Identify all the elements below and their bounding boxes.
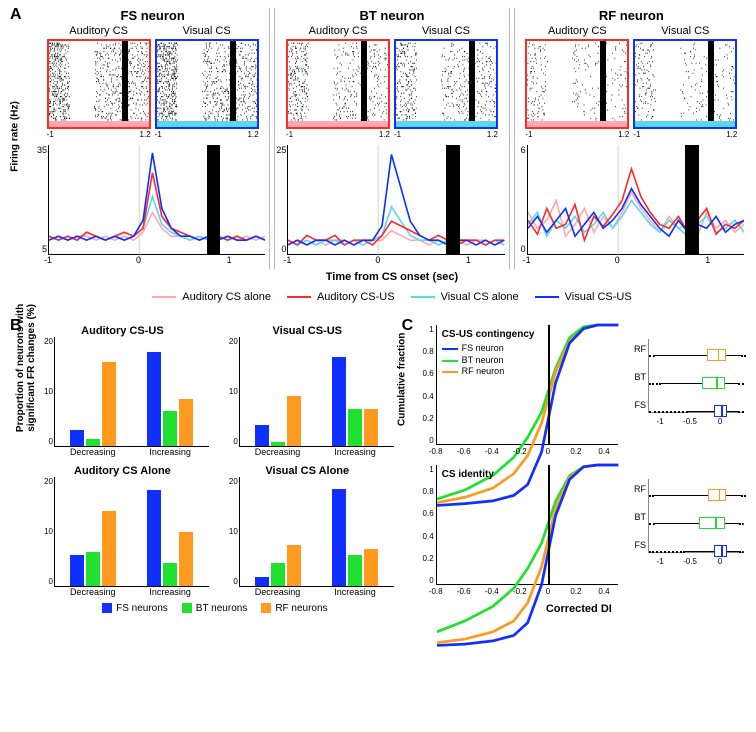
bar — [332, 357, 346, 446]
bar — [179, 532, 193, 587]
raster-plot: 1000Trials — [47, 39, 151, 129]
bar — [287, 396, 301, 446]
raster-plot — [525, 39, 629, 129]
cdf-plot: 10.80.60.40.20CS-US contingencyFS neuron… — [410, 325, 748, 461]
bar-chart: Auditory CS-US20100DecreasingIncreasing — [36, 325, 209, 457]
raster-caption: Visual CS — [155, 25, 259, 37]
bar — [255, 425, 269, 446]
bar — [70, 555, 84, 586]
bar — [348, 555, 362, 586]
raster-caption: Visual CS — [633, 25, 737, 37]
bar — [348, 409, 362, 446]
panel-a-label: A — [10, 6, 22, 24]
raster-plot — [155, 39, 259, 129]
panel-c-ylabel: Cumulative fraction — [396, 333, 407, 426]
psth-plot: 355Firing rate (Hz) — [48, 145, 265, 255]
boxplot-inset: RFBTFS-1-0.50 — [626, 475, 748, 571]
bar — [364, 549, 378, 586]
legend-item: Visual CS-US — [535, 291, 632, 303]
bar — [179, 399, 193, 446]
bar — [86, 552, 100, 586]
bar — [364, 409, 378, 446]
psth-plot: 250 — [287, 145, 504, 255]
panel-c: C Cumulative fraction 10.80.60.40.20CS-U… — [410, 321, 748, 615]
legend-item: BT neurons — [182, 603, 248, 614]
bar — [102, 511, 116, 586]
raster-caption: Auditory CS — [47, 25, 151, 37]
panel-b-legend: FS neurons BT neurons RF neurons — [36, 603, 394, 614]
legend-item: Visual CS alone — [411, 291, 519, 303]
panel-a-legend: Auditory CS alone Auditory CS-US Visual CS… — [36, 291, 748, 303]
neuron-title: FS neuron — [40, 8, 265, 23]
legend-item: RF neurons — [261, 603, 327, 614]
psth-ylabel: Firing rate (Hz) — [10, 101, 21, 172]
bar-chart: Visual CS-US20100DecreasingIncreasing — [221, 325, 394, 457]
bar — [86, 439, 100, 446]
bar — [163, 563, 177, 586]
raster-caption: Visual CS — [394, 25, 498, 37]
bar — [147, 490, 161, 586]
legend-item: Auditory CS alone — [152, 291, 271, 303]
figure: A FS neuronAuditory CS1000Trials-11.2Vis… — [8, 8, 748, 615]
bar — [255, 577, 269, 586]
bar — [332, 489, 346, 586]
raster-caption: Auditory CS — [286, 25, 390, 37]
neuron-title: BT neuron — [279, 8, 504, 23]
raster-plot — [286, 39, 390, 129]
legend-item: Auditory CS-US — [287, 291, 395, 303]
bar — [271, 563, 285, 586]
bar — [287, 545, 301, 586]
bar-chart: Auditory CS Alone20100DecreasingIncreasi… — [36, 465, 209, 597]
raster-plot — [633, 39, 737, 129]
neuron-title: RF neuron — [519, 8, 744, 23]
boxplot-inset: RFBTFS-1-0.50 — [626, 335, 748, 431]
bar — [271, 442, 285, 446]
cdf-plot: 10.80.60.40.20CS identity-0.8-0.6-0.4-0.… — [410, 465, 748, 601]
psth-plot: 60 — [527, 145, 744, 255]
bar-chart: Visual CS Alone20100DecreasingIncreasing — [221, 465, 394, 597]
panel-b-ylabel: Proportion of neurons withsignificant FR… — [15, 304, 37, 432]
bar — [70, 430, 84, 446]
panel-a-xlabel: Time from CS onset (sec) — [36, 271, 748, 283]
raster-plot — [394, 39, 498, 129]
bar — [163, 411, 177, 446]
raster-caption: Auditory CS — [525, 25, 629, 37]
panel-b: B Proportion of neurons withsignificant … — [36, 321, 394, 615]
legend-item: FS neurons — [102, 603, 168, 614]
panel-a: FS neuronAuditory CS1000Trials-11.2Visua… — [36, 8, 748, 269]
bar — [147, 352, 161, 446]
bar — [102, 362, 116, 446]
